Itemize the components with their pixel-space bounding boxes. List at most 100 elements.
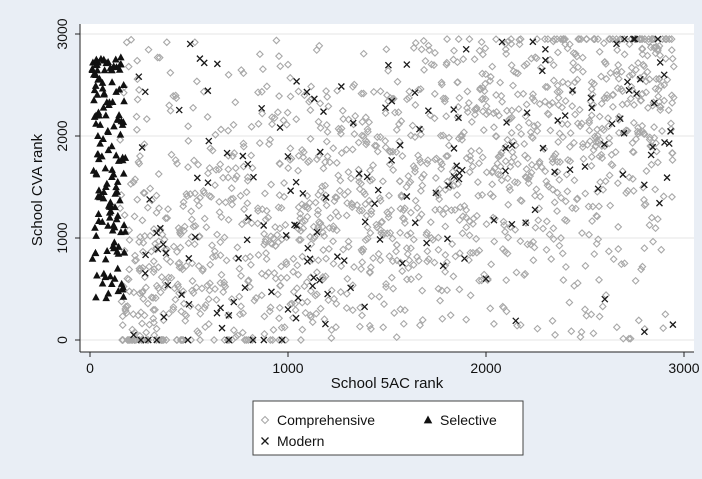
comprehensive-point (261, 237, 270, 246)
comprehensive-point (411, 167, 419, 176)
comprehensive-point (162, 254, 171, 263)
comprehensive-point (574, 35, 583, 44)
comprehensive-point (545, 101, 554, 110)
comprehensive-point (553, 35, 561, 44)
comprehensive-point (453, 180, 462, 189)
comprehensive-point (542, 217, 551, 226)
comprehensive-point (637, 265, 646, 274)
comprehensive-point (365, 321, 374, 330)
comprehensive-point (420, 65, 429, 74)
comprehensive-point (413, 203, 422, 212)
comprehensive-point (384, 66, 393, 75)
comprehensive-point (174, 282, 183, 291)
comprehensive-point (441, 222, 450, 231)
modern-point (621, 35, 629, 43)
comprehensive-point (497, 91, 506, 100)
comprehensive-point (615, 35, 624, 44)
comprehensive-point (205, 286, 214, 295)
modern-point (462, 45, 470, 53)
comprehensive-point (462, 315, 471, 324)
selective-point (100, 89, 108, 97)
comprehensive-point (243, 173, 252, 182)
comprehensive-point (135, 152, 144, 161)
comprehensive-point (296, 336, 305, 344)
selective-point (94, 108, 103, 116)
comprehensive-point (357, 89, 366, 98)
comprehensive-point (486, 76, 495, 85)
modern-point (649, 143, 657, 151)
comprehensive-point (154, 237, 163, 246)
modern-point (569, 86, 576, 94)
comprehensive-point (130, 212, 139, 221)
comprehensive-point (556, 158, 565, 166)
comprehensive-point (202, 223, 211, 232)
comprehensive-point (636, 35, 645, 44)
modern-point (213, 60, 221, 68)
comprehensive-point (601, 177, 610, 186)
comprehensive-point (363, 125, 372, 134)
comprehensive-point (668, 98, 677, 107)
comprehensive-point (306, 311, 315, 320)
comprehensive-point (530, 122, 539, 131)
comprehensive-point (448, 240, 457, 248)
comprehensive-point (204, 295, 213, 304)
comprehensive-point (575, 35, 584, 44)
comprehensive-point (171, 295, 180, 304)
comprehensive-point (149, 305, 158, 314)
comprehensive-point (191, 221, 200, 230)
selective-point (94, 150, 102, 158)
modern-point (276, 124, 284, 131)
comprehensive-point (406, 229, 415, 238)
comprehensive-point (322, 254, 331, 263)
comprehensive-point (577, 35, 586, 44)
comprehensive-point (390, 308, 399, 317)
comprehensive-point (329, 259, 338, 268)
modern-point (347, 284, 355, 292)
modern-point (137, 336, 145, 344)
comprehensive-point (306, 95, 315, 104)
comprehensive-point (225, 336, 233, 344)
comprehensive-point (566, 157, 575, 166)
comprehensive-point (199, 87, 208, 96)
selective-point (95, 186, 103, 194)
comprehensive-point (282, 273, 291, 282)
comprehensive-point (359, 89, 368, 98)
selective-point (110, 223, 119, 231)
comprehensive-point (138, 319, 147, 328)
modern-point (230, 298, 238, 306)
comprehensive-point (158, 336, 167, 344)
comprehensive-point (231, 98, 240, 107)
comprehensive-point (337, 149, 346, 158)
comprehensive-point (377, 218, 386, 227)
data-points (88, 35, 678, 344)
comprehensive-point (627, 63, 636, 72)
comprehensive-point (515, 35, 524, 44)
comprehensive-point (404, 93, 413, 102)
comprehensive-point (382, 280, 391, 288)
comprehensive-point (666, 119, 675, 128)
comprehensive-point (571, 204, 580, 213)
comprehensive-point (378, 177, 387, 186)
comprehensive-point (284, 60, 292, 69)
comprehensive-point (574, 63, 583, 72)
comprehensive-point (509, 153, 518, 162)
modern-point (541, 56, 549, 64)
series-selective (88, 53, 130, 302)
comprehensive-point (280, 192, 289, 201)
comprehensive-point (535, 159, 544, 168)
comprehensive-point (157, 336, 166, 344)
comprehensive-point (558, 249, 567, 258)
comprehensive-point (242, 336, 251, 344)
comprehensive-point (417, 45, 426, 54)
comprehensive-point (416, 130, 425, 139)
comprehensive-point (150, 265, 159, 274)
comprehensive-point (262, 82, 271, 91)
modern-point (566, 166, 574, 174)
comprehensive-point (395, 120, 403, 129)
comprehensive-point (660, 96, 669, 105)
comprehensive-point (365, 118, 374, 127)
comprehensive-point (237, 66, 246, 75)
comprehensive-point (344, 168, 353, 177)
comprehensive-point (643, 51, 652, 60)
comprehensive-point (561, 35, 570, 44)
